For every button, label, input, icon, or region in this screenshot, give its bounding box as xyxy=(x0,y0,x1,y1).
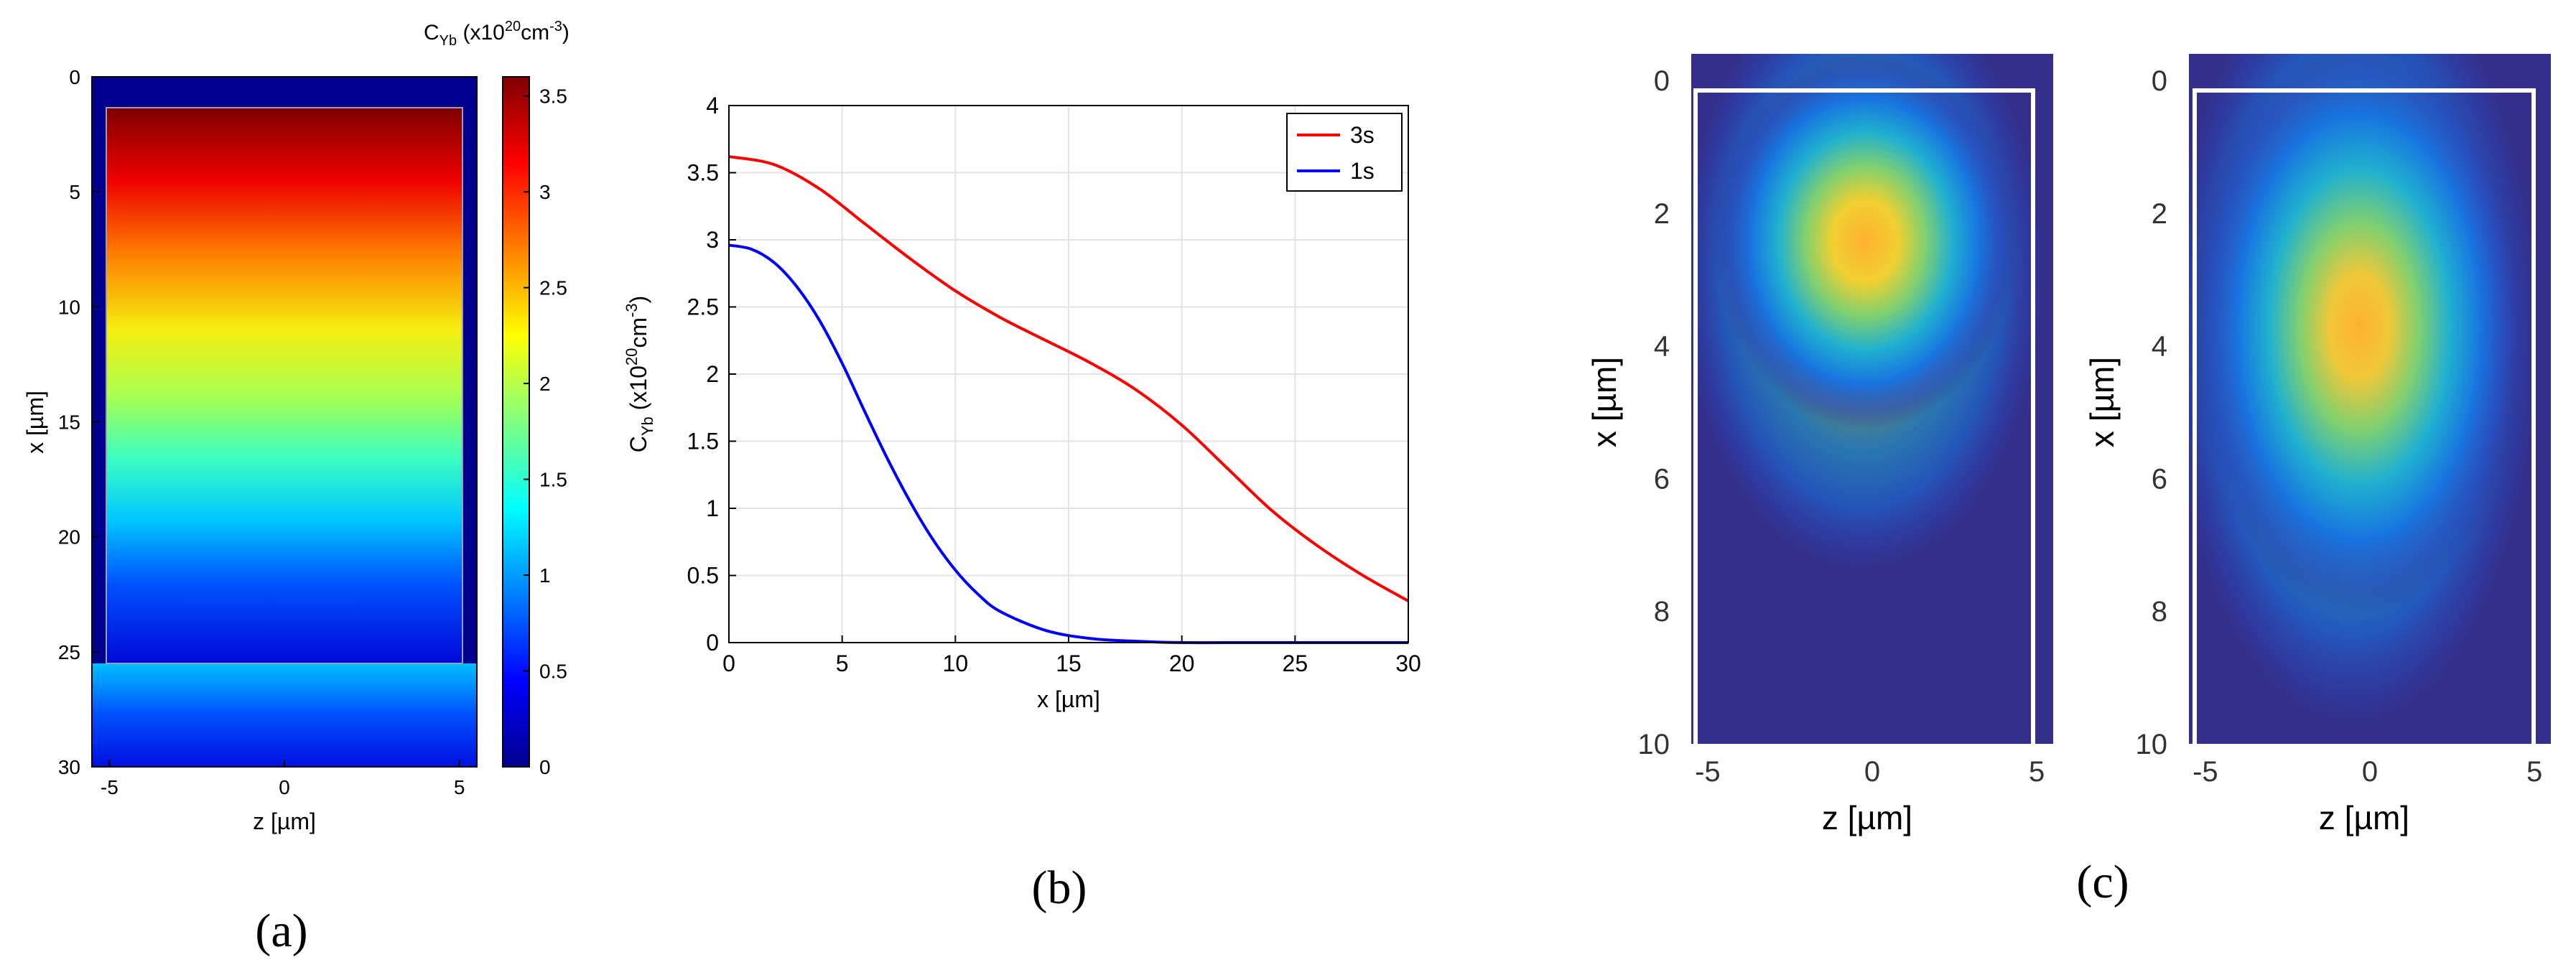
c1-fiber-outline xyxy=(1693,88,2035,753)
c2-y-tick-label: 8 xyxy=(2152,596,2167,628)
panel-b-x-ticks: 0 5 10 15 20 25 30 xyxy=(722,635,1421,676)
panel-a-y-tick-label: 0 xyxy=(69,66,80,88)
panel-a-lower-region xyxy=(92,663,477,767)
panel-b-x-tick-label: 10 xyxy=(943,650,969,676)
c1-x-tick-label: 5 xyxy=(2029,756,2045,788)
panel-a-y-ticks: 0 5 10 15 20 25 30 xyxy=(58,66,99,778)
panel-a-y-label: x [µm] xyxy=(22,391,48,454)
panel-a-y-tick-label: 5 xyxy=(69,181,80,203)
c1-y-tick-label: 10 xyxy=(1638,729,1670,760)
panel-a-inner-region xyxy=(106,108,462,663)
colorbar-tick-label: 3 xyxy=(539,181,551,203)
series-line-3s xyxy=(728,155,1409,602)
panel-c-label: (c) xyxy=(2076,856,2129,908)
c1-x-tick-label: -5 xyxy=(1695,756,1721,788)
c2-y-ticks: 0 2 4 6 8 10 xyxy=(2136,65,2168,760)
c2-fiber-outline xyxy=(2193,88,2536,753)
panel-a-x-label: z [µm] xyxy=(253,808,316,834)
panel-b-y-tick-label: 3.5 xyxy=(687,160,719,186)
panel-c-subplot-1: 0 2 4 6 8 10 -5 0 5 x [µm] z [µm] xyxy=(1586,54,2053,836)
panel-c-heatmaps: 0 2 4 6 8 10 -5 0 5 x [µm] z [µm] 0 2 4 6 8 10 -5 0 5 … xyxy=(1586,54,2551,908)
panel-b-y-tick-label: 2 xyxy=(706,361,719,387)
panel-a-label: (a) xyxy=(255,905,307,957)
panel-a-y-tick-label: 30 xyxy=(58,756,80,778)
colorbar-tick-label: 1.5 xyxy=(539,469,567,491)
panel-b-x-tick-label: 15 xyxy=(1056,650,1082,676)
panel-a-y-tick-label: 25 xyxy=(58,641,80,663)
c2-hotspot xyxy=(2194,54,2524,614)
panel-b-label: (b) xyxy=(1032,862,1087,914)
legend-label-1s: 1s xyxy=(1350,158,1375,184)
panel-b-x-label: x [µm] xyxy=(1037,686,1100,712)
c1-x-tick-label: 0 xyxy=(1864,756,1880,788)
c1-y-ticks: 0 2 4 6 8 10 xyxy=(1638,65,1670,760)
panel-b-y-tick-label: 0 xyxy=(706,630,719,656)
c1-y-tick-label: 6 xyxy=(1654,463,1670,495)
panel-b-y-tick-label: 2.5 xyxy=(687,294,719,320)
panel-b-y-ticks: 0 0.5 1 1.5 2 2.5 3 3.5 4 xyxy=(687,93,736,656)
c2-y-tick-label: 2 xyxy=(2152,198,2167,230)
c1-x-label: z [µm] xyxy=(1822,799,1912,836)
panel-a-y-tick-label: 10 xyxy=(58,296,80,318)
c1-x-ticks: -5 0 5 xyxy=(1695,756,2045,788)
c2-y-tick-label: 0 xyxy=(2152,65,2167,97)
panel-b-x-tick-label: 30 xyxy=(1395,650,1421,676)
legend-label-3s: 3s xyxy=(1350,122,1375,148)
c2-y-label: x [µm] xyxy=(2083,357,2121,447)
c1-y-label: x [µm] xyxy=(1586,357,1623,447)
panel-a-x-tick-label: 0 xyxy=(279,776,290,798)
c2-y-tick-label: 4 xyxy=(2152,331,2167,363)
panel-a-y-tick-label: 15 xyxy=(58,411,80,434)
panel-b-y-tick-label: 0.5 xyxy=(687,563,719,589)
colorbar-tick-label: 0.5 xyxy=(539,661,567,683)
panel-b-legend: 3s 1s xyxy=(1286,113,1403,192)
panel-a-colorbar-title: CYb (x1020cm-3) xyxy=(424,19,569,49)
panel-b-y-tick-label: 3 xyxy=(706,227,719,253)
legend-box xyxy=(1286,113,1403,192)
panel-a-colorbar xyxy=(502,76,530,768)
colorbar-tick-label: 2 xyxy=(539,373,551,395)
panel-b-y-tick-label: 1 xyxy=(706,495,719,521)
c2-x-tick-label: 0 xyxy=(2362,756,2378,788)
c1-y-tick-label: 4 xyxy=(1654,331,1670,363)
panel-b-x-tick-label: 0 xyxy=(722,650,735,676)
c2-y-tick-label: 10 xyxy=(2136,729,2168,760)
colorbar-tick-label: 1 xyxy=(539,564,551,587)
colorbar-tick-label: 2.5 xyxy=(539,277,567,299)
panel-a-y-tick-label: 20 xyxy=(58,526,80,549)
panel-a-inner-border xyxy=(106,107,463,664)
c1-y-tick-label: 0 xyxy=(1654,65,1670,97)
c1-y-tick-label: 2 xyxy=(1654,198,1670,230)
panel-a-x-tick-label: -5 xyxy=(101,776,118,798)
colorbar-tick-label: 0 xyxy=(539,756,551,778)
panel-b-x-tick-label: 25 xyxy=(1283,650,1308,676)
colorbar-tick-label: 3.5 xyxy=(539,85,567,108)
c2-x-tick-label: -5 xyxy=(2193,756,2218,788)
panel-a-x-ticks: -5 0 5 xyxy=(101,760,465,798)
c2-x-ticks: -5 0 5 xyxy=(2193,756,2542,788)
panel-b-x-tick-label: 20 xyxy=(1169,650,1195,676)
panel-b-x-tick-label: 5 xyxy=(836,650,849,676)
c2-y-tick-label: 6 xyxy=(2152,463,2167,495)
panel-a-colorbar-ticks: 0 0.5 1 1.5 2 2.5 3 3.5 xyxy=(524,85,567,778)
panel-b-y-tick-label: 4 xyxy=(706,93,719,118)
c2-x-tick-label: 5 xyxy=(2526,756,2542,788)
c1-y-tick-label: 8 xyxy=(1654,596,1670,628)
panel-a-x-tick-label: 5 xyxy=(454,776,465,798)
c1-hotspot xyxy=(1714,54,2016,429)
panel-b-y-label: CYb (x1020cm-3) xyxy=(623,296,656,453)
panel-b-line-chart: 0 0.5 1 1.5 2 2.5 3 3.5 4 0 5 10 15 20 25 30 x [µm] CY… xyxy=(623,93,1421,914)
c2-x-label: z [µm] xyxy=(2319,799,2409,836)
panel-a-heatmap: 0 5 10 15 20 25 30 -5 0 5 x [µm] z [µm] 0 0.5 1 1.5… xyxy=(22,19,569,957)
panel-c-subplot-2: 0 2 4 6 8 10 -5 0 5 x [µm] z [µm] xyxy=(2083,54,2551,836)
panel-b-y-tick-label: 1.5 xyxy=(687,429,719,454)
